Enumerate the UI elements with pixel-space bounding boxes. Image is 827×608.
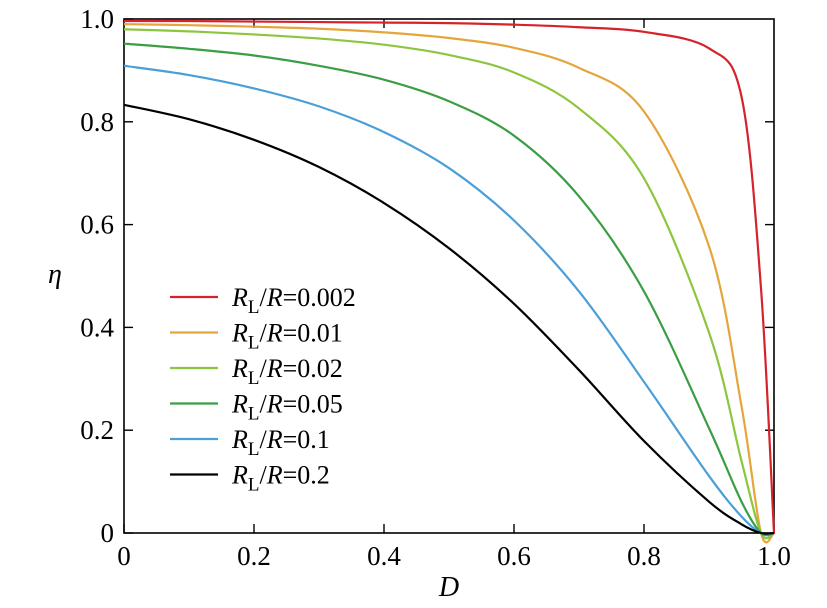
plot-area-frame (123, 18, 775, 534)
y-tick-label: 1.0 (80, 4, 114, 34)
legend-label: RL/R=0.01 (231, 319, 343, 354)
x-tick-label: 0.6 (497, 541, 531, 571)
series-line (123, 42, 775, 537)
series-line (123, 64, 775, 536)
legend-label: RL/R=0.2 (231, 461, 330, 496)
y-tick-label: 0 (101, 518, 115, 548)
y-tick-label: 0.8 (80, 107, 114, 137)
series-line (123, 28, 775, 540)
legend: RL/R=0.002RL/R=0.01RL/R=0.02RL/R=0.05RL/… (170, 283, 356, 496)
legend-label: RL/R=0.05 (231, 390, 343, 425)
legend-label: RL/R=0.1 (231, 425, 330, 460)
y-tick-label: 0.2 (80, 415, 114, 445)
x-tick-label: 0 (117, 541, 131, 571)
y-axis-ticks: 0 0.2 0.4 0.6 0.8 1.0 (80, 4, 774, 548)
y-tick-label: 0.4 (80, 312, 114, 342)
x-axis-label: D (438, 572, 459, 603)
legend-label: RL/R=0.02 (231, 354, 343, 389)
x-tick-label: 0.8 (627, 541, 661, 571)
x-tick-label: 1.0 (757, 541, 791, 571)
y-tick-label: 0.6 (80, 210, 114, 240)
x-tick-label: 0.2 (237, 541, 271, 571)
series-line (123, 23, 776, 544)
series-line (123, 103, 775, 535)
series-line (123, 19, 776, 534)
y-axis-label: η (48, 259, 62, 290)
x-axis-ticks: 0 0.2 0.4 0.6 0.8 1.0 (117, 19, 791, 571)
legend-label: RL/R=0.002 (231, 283, 356, 318)
series-lines (123, 19, 776, 544)
x-tick-label: 0.4 (367, 541, 401, 571)
